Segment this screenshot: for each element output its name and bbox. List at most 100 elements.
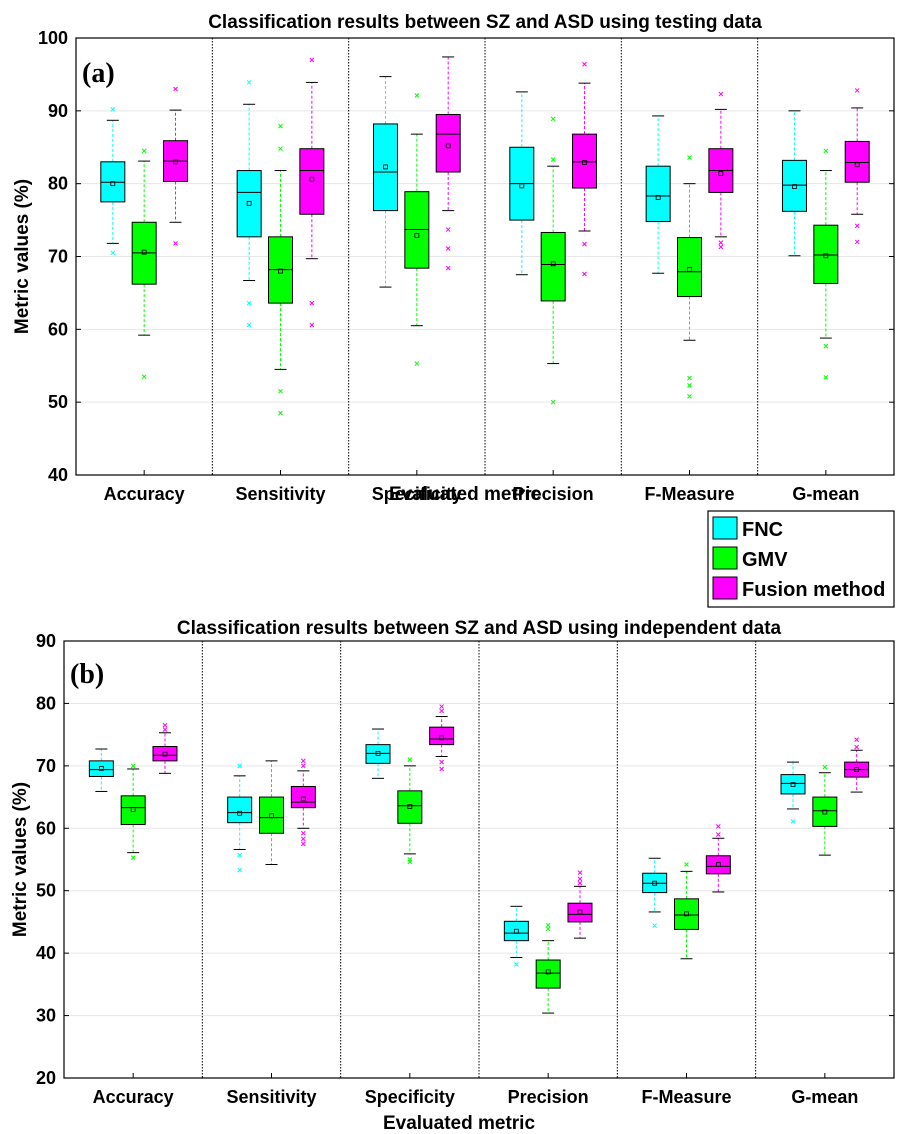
outlier-point xyxy=(237,867,243,873)
outlier-stroke xyxy=(445,227,451,232)
outlier-stroke xyxy=(162,722,168,728)
outlier-point xyxy=(854,744,860,750)
box-fusion-method-sensitivity xyxy=(290,758,316,847)
outlier-stroke xyxy=(823,343,829,349)
y-axis-label: Metric values (%) xyxy=(12,179,33,334)
outlier-point xyxy=(550,157,556,162)
outlier-point xyxy=(300,836,306,842)
outlier-stroke xyxy=(822,764,828,770)
outlier-stroke xyxy=(854,88,860,93)
legend-item-gmv: GMV xyxy=(712,546,788,571)
outlier-stroke xyxy=(237,763,243,769)
mean-marker xyxy=(823,253,829,259)
outlier-point xyxy=(582,61,587,67)
mean-marker xyxy=(519,183,525,189)
outlier-point xyxy=(854,239,860,245)
outlier-stroke xyxy=(715,824,721,829)
outlier-stroke xyxy=(130,855,136,860)
box-fusion-method-f-measure xyxy=(708,91,734,250)
mean-marker xyxy=(652,880,658,886)
outlier-stroke xyxy=(300,836,306,842)
outlier-point xyxy=(550,116,556,122)
outlier-point xyxy=(823,375,829,380)
box-fusion-method-g-mean xyxy=(844,737,870,793)
box-gmv-specificity xyxy=(397,757,423,865)
x-tick-label: G-mean xyxy=(791,1087,858,1107)
outlier-point xyxy=(823,343,829,349)
box-fnc-accuracy xyxy=(100,107,126,256)
outlier-stroke xyxy=(439,766,445,772)
outlier-stroke xyxy=(246,80,252,85)
outlier-point xyxy=(790,819,796,824)
box-fnc-precision xyxy=(509,91,535,276)
mean-marker xyxy=(684,911,689,917)
x-tick-label: Specificity xyxy=(365,1087,455,1107)
x-tick-label: Precision xyxy=(508,1087,589,1107)
outlier-point xyxy=(130,855,136,860)
outlier-stroke xyxy=(550,116,556,122)
outlier-stroke xyxy=(407,859,413,865)
x-tick-label: Sensitivity xyxy=(235,484,325,504)
y-tick-label: 70 xyxy=(48,247,68,267)
box-iqr xyxy=(844,140,870,183)
box-iqr xyxy=(152,746,178,762)
outlier-stroke xyxy=(141,374,147,380)
outlier-stroke xyxy=(582,271,587,277)
outlier-stroke xyxy=(545,926,551,932)
outlier-stroke xyxy=(718,244,724,250)
outlier-point xyxy=(246,80,252,85)
mean-marker xyxy=(383,164,388,170)
y-tick-label: 80 xyxy=(48,174,68,194)
outlier-point xyxy=(823,148,829,154)
outlier-stroke xyxy=(718,91,724,97)
outlier-point xyxy=(110,107,116,112)
panel-b: 20 30 40 50 60 70 80 90 Accuracy Sensitivity Speci… xyxy=(10,618,895,1134)
outlier-stroke xyxy=(278,388,283,394)
mean-marker xyxy=(237,810,243,816)
outlier-point xyxy=(278,410,283,416)
box-fusion-method-specificity xyxy=(429,704,455,772)
box-fusion-method-g-mean xyxy=(844,88,870,245)
box-iqr xyxy=(236,170,262,238)
mean-marker xyxy=(545,969,551,975)
outlier-point xyxy=(439,766,445,772)
box-iqr xyxy=(812,796,838,827)
legend-label: FNC xyxy=(742,519,783,541)
mean-marker xyxy=(715,862,721,867)
box-iqr xyxy=(397,790,423,824)
outlier-point xyxy=(407,859,413,865)
box-iqr xyxy=(372,123,398,212)
outlier-stroke xyxy=(687,375,692,381)
mean-marker xyxy=(687,267,692,273)
mean-marker xyxy=(269,813,274,819)
outlier-point xyxy=(550,399,556,405)
outlier-stroke xyxy=(141,148,147,154)
outlier-stroke xyxy=(300,841,306,847)
box-iqr xyxy=(645,165,671,223)
outlier-point xyxy=(652,923,658,929)
legend-label: GMV xyxy=(742,549,788,571)
outlier-point xyxy=(854,223,860,229)
outlier-stroke xyxy=(173,241,178,246)
outlier-stroke xyxy=(439,759,445,765)
mean-marker xyxy=(300,796,306,802)
box-gmv-specificity xyxy=(404,93,430,366)
outlier-point xyxy=(278,146,283,152)
box-iqr xyxy=(435,113,461,173)
outlier-point xyxy=(278,388,283,394)
mean-marker xyxy=(309,176,315,182)
box-fusion-method-accuracy xyxy=(152,722,178,774)
box-iqr xyxy=(567,902,593,923)
chart-title: Classification results between SZ and AS… xyxy=(208,12,762,33)
box-fnc-precision xyxy=(503,905,529,967)
outlier-stroke xyxy=(582,241,587,247)
x-tick-label: F-Measure xyxy=(644,484,734,504)
outlier-point xyxy=(110,250,116,256)
outlier-point xyxy=(237,852,243,858)
outlier-stroke xyxy=(545,922,551,928)
outlier-stroke xyxy=(278,123,283,129)
mean-marker xyxy=(550,261,556,267)
box-fnc-specificity xyxy=(372,76,398,288)
outlier-point xyxy=(822,764,828,770)
